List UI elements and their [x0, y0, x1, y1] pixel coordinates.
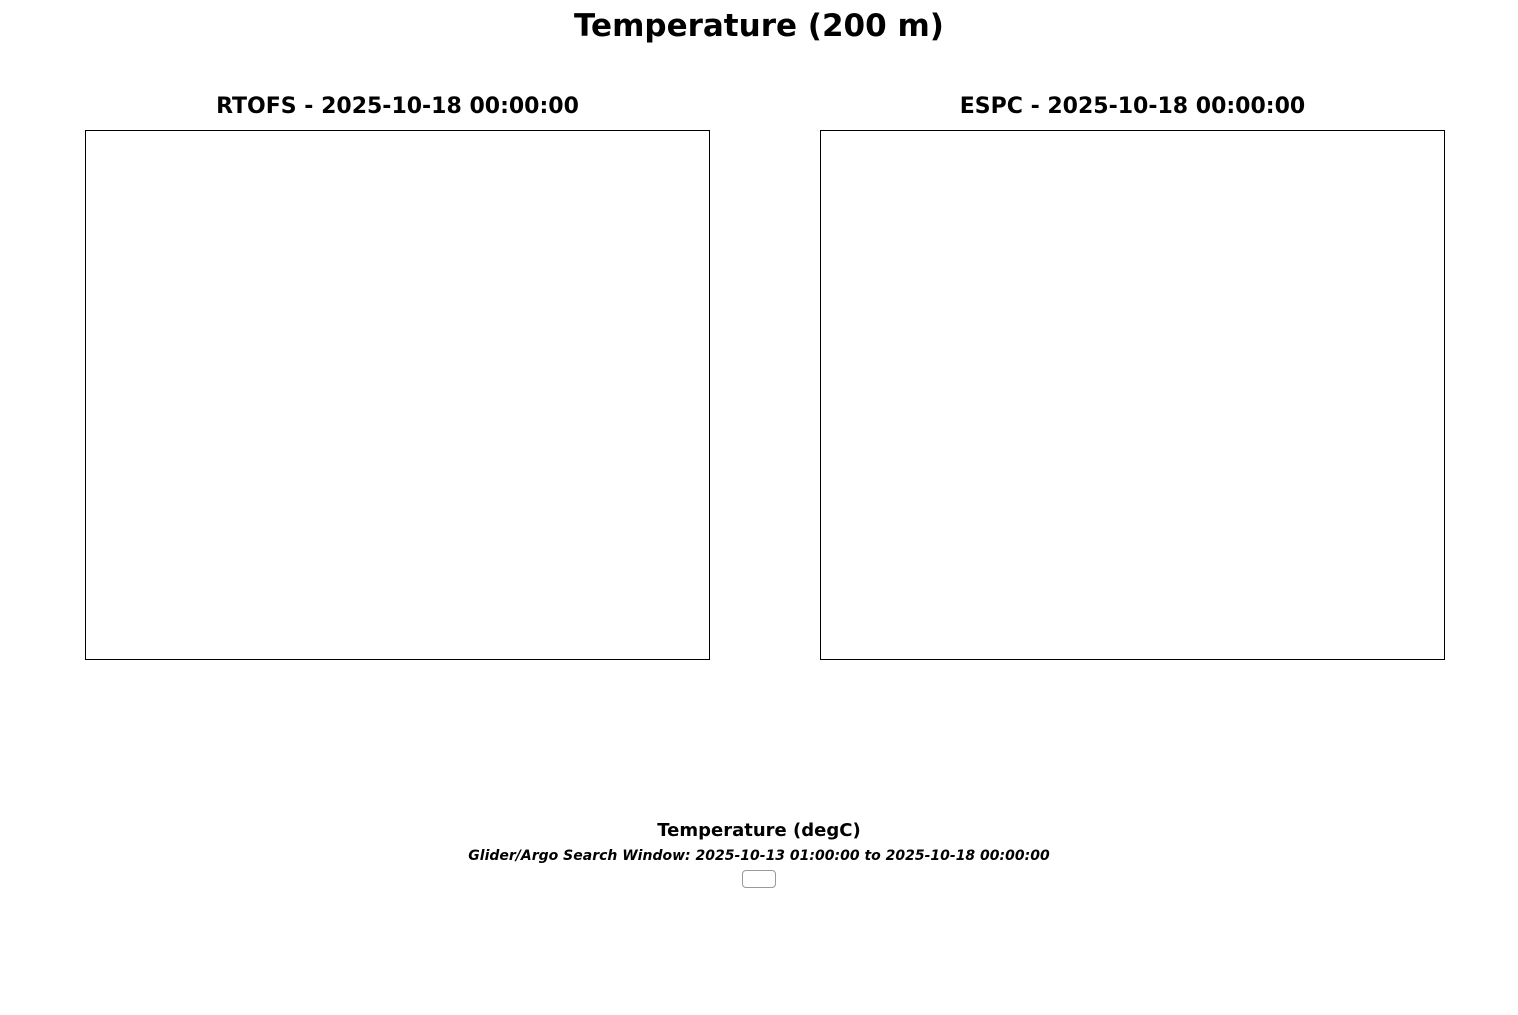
search-window-note: Glider/Argo Search Window: 2025-10-13 01… — [468, 848, 1050, 864]
panel-title-espc: ESPC - 2025-10-18 00:00:00 — [959, 94, 1306, 119]
map-espc — [820, 130, 1445, 660]
colorbar — [85, 760, 1437, 794]
figure-title: Temperature (200 m) — [574, 8, 944, 44]
map-rtofs — [85, 130, 710, 660]
panel-title-rtofs: RTOFS - 2025-10-18 00:00:00 — [216, 94, 579, 119]
legend-box — [742, 870, 776, 888]
colorbar-gradient — [85, 760, 1437, 794]
map-panel-rtofs: RTOFS - 2025-10-18 00:00:00 — [85, 94, 710, 660]
map-panel-espc: ESPC - 2025-10-18 00:00:00 — [820, 94, 1445, 660]
colorbar-label: Temperature (degC) — [657, 820, 861, 841]
